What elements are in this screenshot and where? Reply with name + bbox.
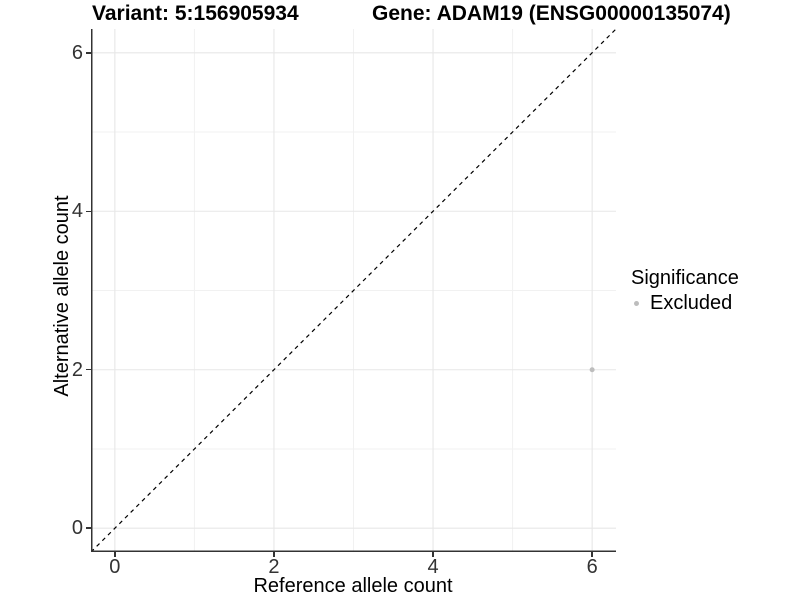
x-axis-title: Reference allele count	[253, 575, 453, 597]
data-point	[589, 367, 595, 373]
plot-panel	[91, 29, 616, 552]
legend-title: Significance	[631, 267, 739, 289]
x-tick-mark	[114, 552, 116, 557]
legend-entry-excluded: Excluded	[631, 292, 739, 314]
x-tick-mark	[591, 552, 593, 557]
x-tick-mark	[273, 552, 275, 557]
y-tick-label: 0	[71, 517, 83, 540]
y-tick-label: 6	[71, 41, 83, 64]
x-tick-label: 6	[586, 556, 598, 578]
y-axis-title: Alternative allele count	[51, 195, 73, 397]
legend-entry-label: Excluded	[650, 292, 733, 314]
plot-area	[91, 29, 616, 552]
plot-title-variant: Variant: 5:156905934	[92, 2, 299, 25]
legend: Significance Excluded	[631, 266, 739, 314]
x-tick-mark	[432, 552, 434, 557]
x-tick-label: 0	[109, 556, 121, 578]
identity-reference-line	[91, 29, 616, 552]
plot-title-gene: Gene: ADAM19 (ENSG00000135074)	[372, 2, 731, 25]
legend-point-icon	[634, 300, 639, 306]
